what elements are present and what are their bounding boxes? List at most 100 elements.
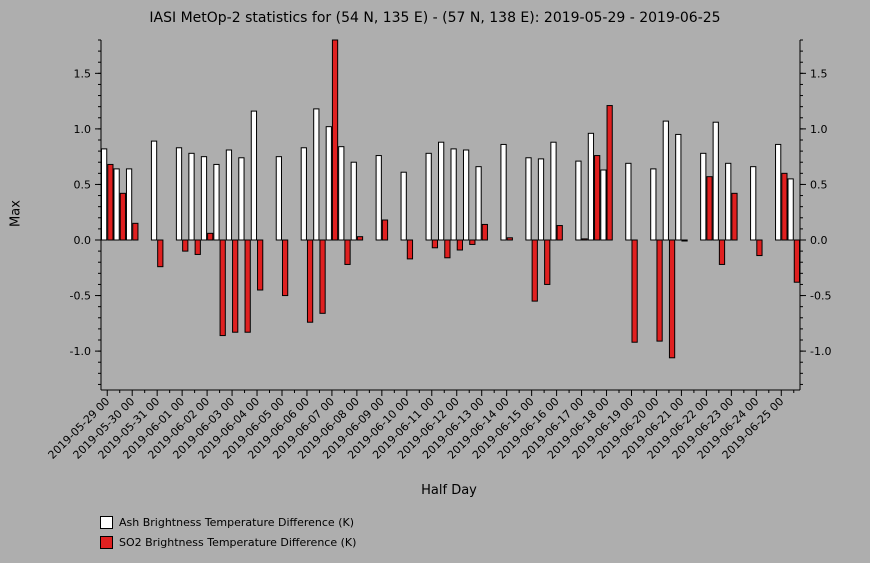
- ash-bar: [537, 158, 545, 241]
- ash-bar: [275, 156, 282, 241]
- legend-swatch-so2: [100, 535, 113, 549]
- so2-bar: [668, 239, 676, 359]
- so2-bar: [431, 239, 439, 249]
- ash-bar: [225, 149, 233, 241]
- ash-bar: [250, 110, 258, 241]
- ash-bar: [662, 120, 669, 241]
- chart-title: IASI MetOp-2 statistics for (54 N, 135 E…: [149, 10, 721, 26]
- ash-bar: [712, 121, 719, 241]
- so2-bar: [281, 239, 289, 297]
- ash-bar: [450, 148, 457, 241]
- so2-bar: [257, 239, 264, 291]
- y-tick-label-right: -0.5: [810, 290, 831, 303]
- y-tick-label-left: 0.5: [74, 178, 92, 191]
- so2-bar: [631, 239, 638, 343]
- so2-bar: [506, 237, 513, 241]
- legend-item-ash: Ash Brightness Temperature Difference (K…: [100, 512, 356, 532]
- so2-bar: [119, 192, 126, 241]
- so2-bar: [469, 239, 476, 245]
- legend-label-ash: Ash Brightness Temperature Difference (K…: [119, 515, 354, 529]
- so2-bar: [381, 219, 389, 241]
- ash-bar: [462, 149, 470, 241]
- ash-bar: [313, 108, 320, 241]
- so2-bar: [756, 239, 763, 257]
- y-tick-label-right: 1.5: [810, 67, 828, 80]
- ash-bar: [113, 168, 120, 241]
- so2-bar: [456, 239, 463, 251]
- ash-bar: [425, 152, 432, 241]
- ash-bar: [213, 163, 220, 241]
- ash-bar: [600, 169, 607, 241]
- ash-bar: [238, 157, 245, 241]
- ash-bar: [575, 160, 582, 241]
- y-tick-label-right: 0.5: [810, 178, 828, 191]
- ash-bar: [125, 168, 133, 241]
- ash-bar: [775, 143, 782, 241]
- so2-bar: [793, 239, 801, 283]
- ash-bar: [587, 132, 595, 241]
- ash-bar: [338, 146, 345, 241]
- ash-bar: [438, 141, 445, 241]
- so2-bar: [232, 239, 239, 333]
- so2-bar: [356, 236, 364, 241]
- so2-bar: [244, 239, 251, 333]
- ash-bar: [150, 140, 158, 241]
- so2-bar: [107, 163, 114, 241]
- so2-bar: [606, 105, 613, 241]
- so2-bar: [331, 39, 339, 241]
- ash-bar: [175, 147, 183, 241]
- legend-item-so2: SO2 Brightness Temperature Difference (K…: [100, 532, 356, 552]
- legend-label-so2: SO2 Brightness Temperature Difference (K…: [119, 535, 357, 549]
- ash-bar: [675, 133, 682, 241]
- so2-bar: [207, 232, 214, 241]
- so2-bar: [132, 222, 139, 241]
- ash-bar: [188, 152, 195, 241]
- so2-bar: [681, 239, 688, 242]
- y-tick-label-left: 1.5: [74, 67, 92, 80]
- ash-bar: [700, 152, 707, 241]
- ash-bar: [325, 126, 332, 241]
- so2-bar: [531, 239, 538, 302]
- so2-bar: [306, 239, 314, 323]
- y-tick-label-left: -1.0: [70, 345, 91, 358]
- so2-bar: [781, 172, 788, 241]
- so2-bar: [556, 225, 563, 241]
- y-tick-label-right: 1.0: [810, 123, 828, 136]
- legend: Ash Brightness Temperature Difference (K…: [100, 512, 356, 552]
- ash-bar: [101, 148, 108, 241]
- x-axis-label: Half Day: [421, 483, 477, 498]
- ash-bar: [300, 147, 307, 241]
- ash-bar: [375, 155, 382, 241]
- ash-bar: [787, 178, 794, 241]
- ash-bar: [525, 157, 532, 241]
- ash-bar: [625, 162, 632, 241]
- ash-bar: [200, 156, 208, 241]
- ash-bar: [550, 141, 557, 241]
- so2-bar: [594, 155, 601, 241]
- so2-bar: [718, 239, 726, 265]
- so2-bar: [406, 239, 414, 260]
- so2-bar: [544, 239, 551, 285]
- ash-bar: [750, 166, 757, 241]
- y-tick-label-right: -1.0: [810, 345, 831, 358]
- so2-bar: [182, 239, 189, 252]
- legend-swatch-ash: [100, 515, 113, 529]
- so2-bar: [157, 239, 164, 268]
- ash-bar: [650, 168, 657, 241]
- so2-bar: [319, 239, 326, 314]
- ash-bar: [725, 162, 732, 241]
- ash-bar: [475, 166, 482, 241]
- y-tick-label-left: 0.0: [74, 234, 92, 247]
- ash-bar: [400, 171, 407, 241]
- so2-bar: [581, 238, 588, 241]
- y-tick-label-left: 1.0: [74, 123, 92, 136]
- so2-bar: [731, 192, 738, 241]
- so2-bar: [219, 239, 226, 337]
- so2-bar: [656, 239, 663, 342]
- so2-bar: [444, 239, 451, 259]
- ash-bar: [350, 161, 357, 241]
- y-tick-label-left: -0.5: [70, 290, 91, 303]
- so2-bar: [194, 239, 201, 255]
- so2-bar: [481, 223, 488, 241]
